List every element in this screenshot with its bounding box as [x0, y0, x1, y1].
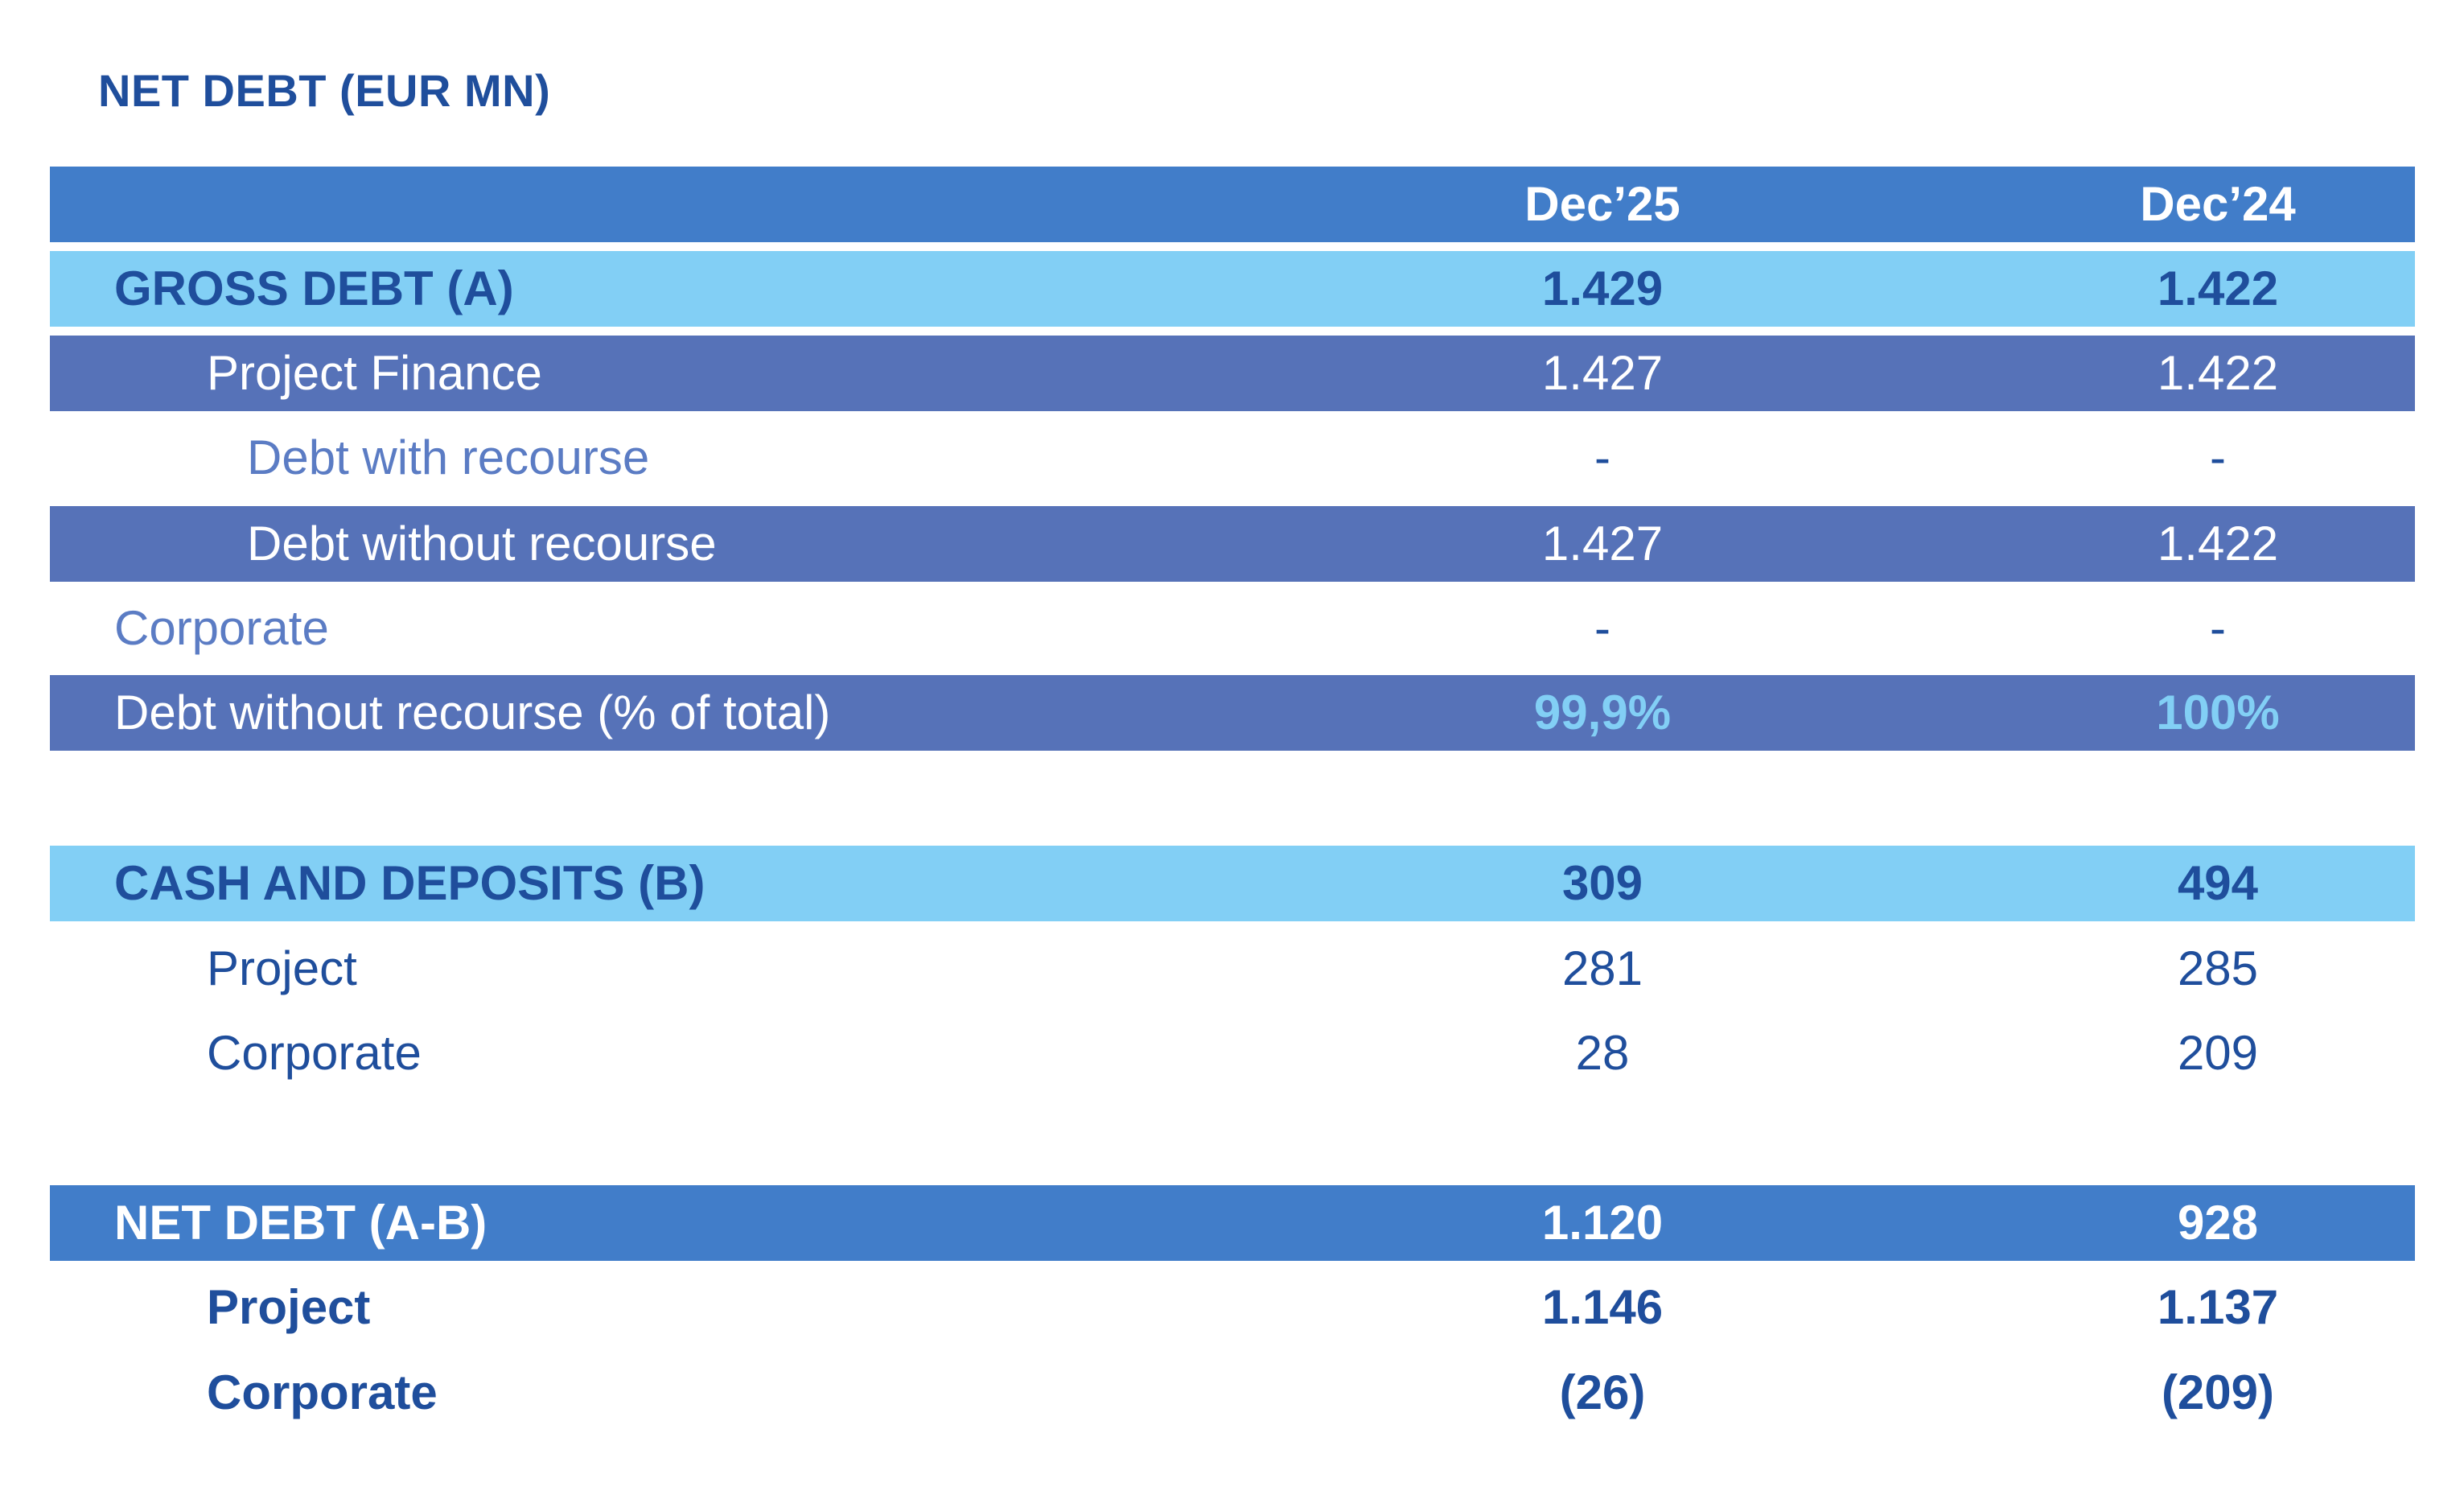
value-dec24: 494	[2177, 856, 2259, 910]
value-dec24: (209)	[2161, 1365, 2275, 1419]
value-dec25: 1.429	[1541, 262, 1664, 315]
value-dec24: 100%	[2156, 686, 2280, 739]
value-dec25: 309	[1561, 856, 1643, 910]
value-dec24: 1.422	[2157, 517, 2279, 570]
row-label: GROSS DEBT (A)	[114, 262, 514, 315]
value-dec25: 1.120	[1541, 1196, 1664, 1250]
value-dec25: 1.427	[1541, 346, 1664, 400]
value-dec24: -	[2210, 430, 2226, 484]
table-header-row: Dec’25 Dec’24	[50, 167, 2415, 242]
row-net-project: Project 1.146 1.137	[50, 1270, 2415, 1345]
value-dec25: 1.427	[1541, 517, 1664, 570]
row-debt-without-recourse: Debt without recourse 1.427 1.422	[50, 506, 2415, 582]
value-dec25: 28	[1575, 1026, 1630, 1080]
value-dec24: 209	[2177, 1026, 2259, 1080]
row-debt-without-recourse-pct: Debt without recourse (% of total) 99,9%…	[50, 675, 2415, 751]
value-dec25: -	[1594, 430, 1610, 484]
value-dec25: (26)	[1559, 1365, 1646, 1419]
value-dec25: 99,9%	[1533, 686, 1672, 739]
row-label: Project Finance	[207, 346, 542, 400]
row-label: NET DEBT (A-B)	[114, 1196, 487, 1250]
value-dec24: 1.422	[2157, 346, 2279, 400]
row-label: Project	[207, 1280, 371, 1334]
row-label: Corporate	[207, 1026, 422, 1080]
row-label: CASH AND DEPOSITS (B)	[114, 856, 705, 910]
row-gross-debt: GROSS DEBT (A) 1.429 1.422	[50, 251, 2415, 327]
row-net-debt: NET DEBT (A-B) 1.120 928	[50, 1185, 2415, 1261]
table-title: NET DEBT (EUR MN)	[98, 65, 551, 116]
value-dec24: 1.422	[2157, 262, 2279, 315]
row-label: Debt without recourse (% of total)	[114, 686, 831, 739]
value-dec25: -	[1594, 601, 1610, 655]
row-net-corporate: Corporate (26) (209)	[50, 1355, 2415, 1431]
row-debt-with-recourse: Debt with recourse - -	[50, 420, 2415, 496]
row-label: Debt with recourse	[247, 430, 650, 484]
column-header-dec25: Dec’25	[1524, 177, 1680, 231]
value-dec25: 281	[1561, 941, 1643, 995]
value-dec24: 1.137	[2157, 1280, 2279, 1334]
value-dec24: 928	[2177, 1196, 2259, 1250]
row-label: Project	[207, 941, 357, 995]
row-project-finance: Project Finance 1.427 1.422	[50, 336, 2415, 411]
column-header-dec24: Dec’24	[2140, 177, 2296, 231]
row-cash-deposits: CASH AND DEPOSITS (B) 309 494	[50, 846, 2415, 921]
row-label: Corporate	[207, 1365, 438, 1419]
value-dec25: 1.146	[1541, 1280, 1664, 1334]
row-label: Debt without recourse	[247, 517, 717, 570]
value-dec24: 285	[2177, 941, 2259, 995]
row-cash-project: Project 281 285	[50, 931, 2415, 1007]
value-dec24: -	[2210, 601, 2226, 655]
row-corporate-debt: Corporate - -	[50, 591, 2415, 666]
row-cash-corporate: Corporate 28 209	[50, 1015, 2415, 1091]
row-label: Corporate	[114, 601, 329, 655]
